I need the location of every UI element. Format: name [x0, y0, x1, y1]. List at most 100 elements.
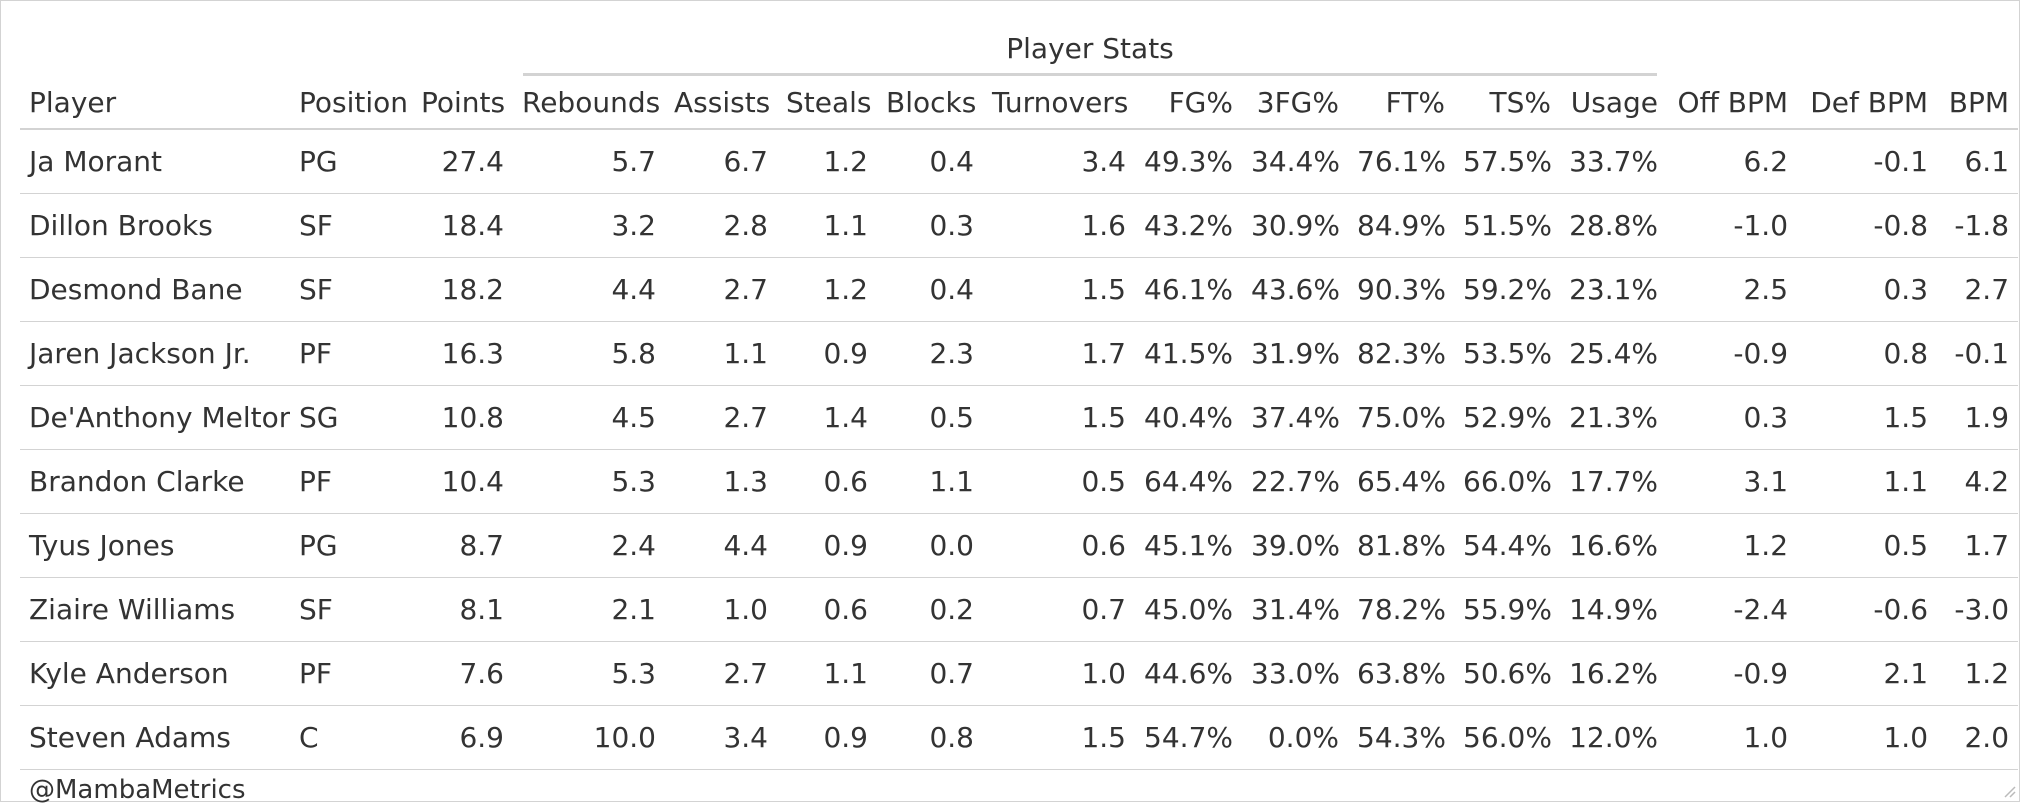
cell-fg-pct: 54.7% [1135, 705, 1242, 770]
cell-rebounds: 5.8 [513, 321, 665, 386]
cell-blocks: 0.4 [877, 129, 983, 194]
cell-points: 10.4 [412, 449, 513, 514]
cell-turnovers: 0.5 [983, 449, 1135, 514]
cell-def-bpm: -0.8 [1797, 193, 1938, 258]
cell-player: Kyle Anderson [20, 641, 290, 706]
column-header-rebounds: Rebounds [513, 76, 665, 130]
cell-ft-pct: 76.1% [1348, 129, 1454, 194]
cell-ts-pct: 57.5% [1454, 129, 1560, 194]
cell-points: 18.4 [412, 193, 513, 258]
cell-usage: 16.6% [1560, 513, 1668, 578]
table-row: Desmond Bane SF 18.2 4.4 2.7 1.2 0.4 1.5 46.1% 43… [20, 257, 2019, 322]
table-row: Steven Adams C 6.9 10.0 3.4 0.9 0.8 1.5 54.7% 0.0… [20, 705, 2019, 770]
cell-ts-pct: 55.9% [1454, 577, 1560, 642]
cell-3fg-pct: 33.0% [1242, 641, 1348, 706]
cell-usage: 21.3% [1560, 385, 1668, 450]
cell-bpm: -1.8 [1937, 193, 2019, 258]
cell-blocks: 0.7 [877, 641, 983, 706]
cell-3fg-pct: 0.0% [1242, 705, 1348, 770]
cell-3fg-pct: 30.9% [1242, 193, 1348, 258]
cell-position: PF [290, 321, 412, 386]
column-header-row: Player Position Points Rebounds Assists Steal… [20, 76, 2019, 130]
cell-assists: 6.7 [665, 129, 777, 194]
spanner-row: Player Stats [20, 16, 2018, 76]
cell-ts-pct: 54.4% [1454, 513, 1560, 578]
cell-position: PF [290, 641, 412, 706]
cell-points: 7.6 [412, 641, 513, 706]
cell-ts-pct: 51.5% [1454, 193, 1560, 258]
cell-fg-pct: 40.4% [1135, 385, 1242, 450]
cell-ts-pct: 59.2% [1454, 257, 1560, 322]
cell-off-bpm: 0.3 [1667, 385, 1798, 450]
cell-assists: 3.4 [665, 705, 777, 770]
resize-grip-icon[interactable] [2002, 784, 2016, 798]
column-header-bpm: BPM [1937, 76, 2019, 130]
cell-3fg-pct: 22.7% [1242, 449, 1348, 514]
cell-3fg-pct: 37.4% [1242, 385, 1348, 450]
cell-player: Tyus Jones [20, 513, 290, 578]
cell-assists: 2.7 [665, 257, 777, 322]
cell-fg-pct: 43.2% [1135, 193, 1242, 258]
cell-position: SF [290, 577, 412, 642]
cell-turnovers: 3.4 [983, 129, 1135, 194]
cell-off-bpm: 1.0 [1667, 705, 1798, 770]
cell-assists: 4.4 [665, 513, 777, 578]
cell-steals: 0.9 [777, 321, 877, 386]
table-body: Ja Morant PG 27.4 5.7 6.7 1.2 0.4 3.4 49.3% 34.4%… [20, 129, 2019, 770]
cell-turnovers: 0.6 [983, 513, 1135, 578]
column-header-def-bpm: Def BPM [1797, 76, 1938, 130]
cell-position: SG [290, 385, 412, 450]
cell-bpm: 1.7 [1937, 513, 2019, 578]
cell-bpm: 1.9 [1937, 385, 2019, 450]
cell-usage: 14.9% [1560, 577, 1668, 642]
cell-player: Brandon Clarke [20, 449, 290, 514]
table-row: Kyle Anderson PF 7.6 5.3 2.7 1.1 0.7 1.0 44.6% 33… [20, 641, 2019, 706]
cell-fg-pct: 45.0% [1135, 577, 1242, 642]
cell-turnovers: 1.5 [983, 257, 1135, 322]
column-header-fg-pct: FG% [1135, 76, 1242, 130]
cell-assists: 2.8 [665, 193, 777, 258]
cell-rebounds: 2.4 [513, 513, 665, 578]
cell-blocks: 0.5 [877, 385, 983, 450]
cell-steals: 0.9 [777, 705, 877, 770]
cell-def-bpm: 2.1 [1797, 641, 1938, 706]
cell-ts-pct: 50.6% [1454, 641, 1560, 706]
cell-turnovers: 1.7 [983, 321, 1135, 386]
cell-bpm: 6.1 [1937, 129, 2019, 194]
cell-ft-pct: 90.3% [1348, 257, 1454, 322]
cell-points: 10.8 [412, 385, 513, 450]
cell-blocks: 0.2 [877, 577, 983, 642]
player-stats-table: Player Stats Player Position Points Rebound… [20, 16, 2019, 770]
cell-points: 27.4 [412, 129, 513, 194]
column-header-off-bpm: Off BPM [1667, 76, 1798, 130]
table-row: Brandon Clarke PF 10.4 5.3 1.3 0.6 1.1 0.5 64.4%… [20, 449, 2019, 514]
column-header-ft-pct: FT% [1348, 76, 1454, 130]
column-header-usage: Usage [1560, 76, 1668, 130]
cell-bpm: 2.7 [1937, 257, 2019, 322]
cell-3fg-pct: 31.4% [1242, 577, 1348, 642]
table-row: De'Anthony Melton SG 10.8 4.5 2.7 1.4 0.5 1.5 40… [20, 385, 2019, 450]
cell-3fg-pct: 39.0% [1242, 513, 1348, 578]
column-header-assists: Assists [665, 76, 777, 130]
cell-off-bpm: -1.0 [1667, 193, 1798, 258]
spanner-label: Player Stats [523, 32, 1658, 76]
cell-points: 8.1 [412, 577, 513, 642]
cell-points: 18.2 [412, 257, 513, 322]
cell-position: SF [290, 193, 412, 258]
cell-usage: 17.7% [1560, 449, 1668, 514]
cell-usage: 28.8% [1560, 193, 1668, 258]
cell-def-bpm: 0.3 [1797, 257, 1938, 322]
cell-def-bpm: 0.8 [1797, 321, 1938, 386]
table-row: Tyus Jones PG 8.7 2.4 4.4 0.9 0.0 0.6 45.1% 39.0%… [20, 513, 2019, 578]
cell-player: Ja Morant [20, 129, 290, 194]
cell-position: PF [290, 449, 412, 514]
cell-assists: 2.7 [665, 385, 777, 450]
cell-ft-pct: 54.3% [1348, 705, 1454, 770]
cell-ts-pct: 66.0% [1454, 449, 1560, 514]
cell-steals: 0.6 [777, 449, 877, 514]
cell-points: 6.9 [412, 705, 513, 770]
cell-steals: 1.1 [777, 641, 877, 706]
cell-turnovers: 1.0 [983, 641, 1135, 706]
cell-blocks: 0.3 [877, 193, 983, 258]
cell-off-bpm: -2.4 [1667, 577, 1798, 642]
